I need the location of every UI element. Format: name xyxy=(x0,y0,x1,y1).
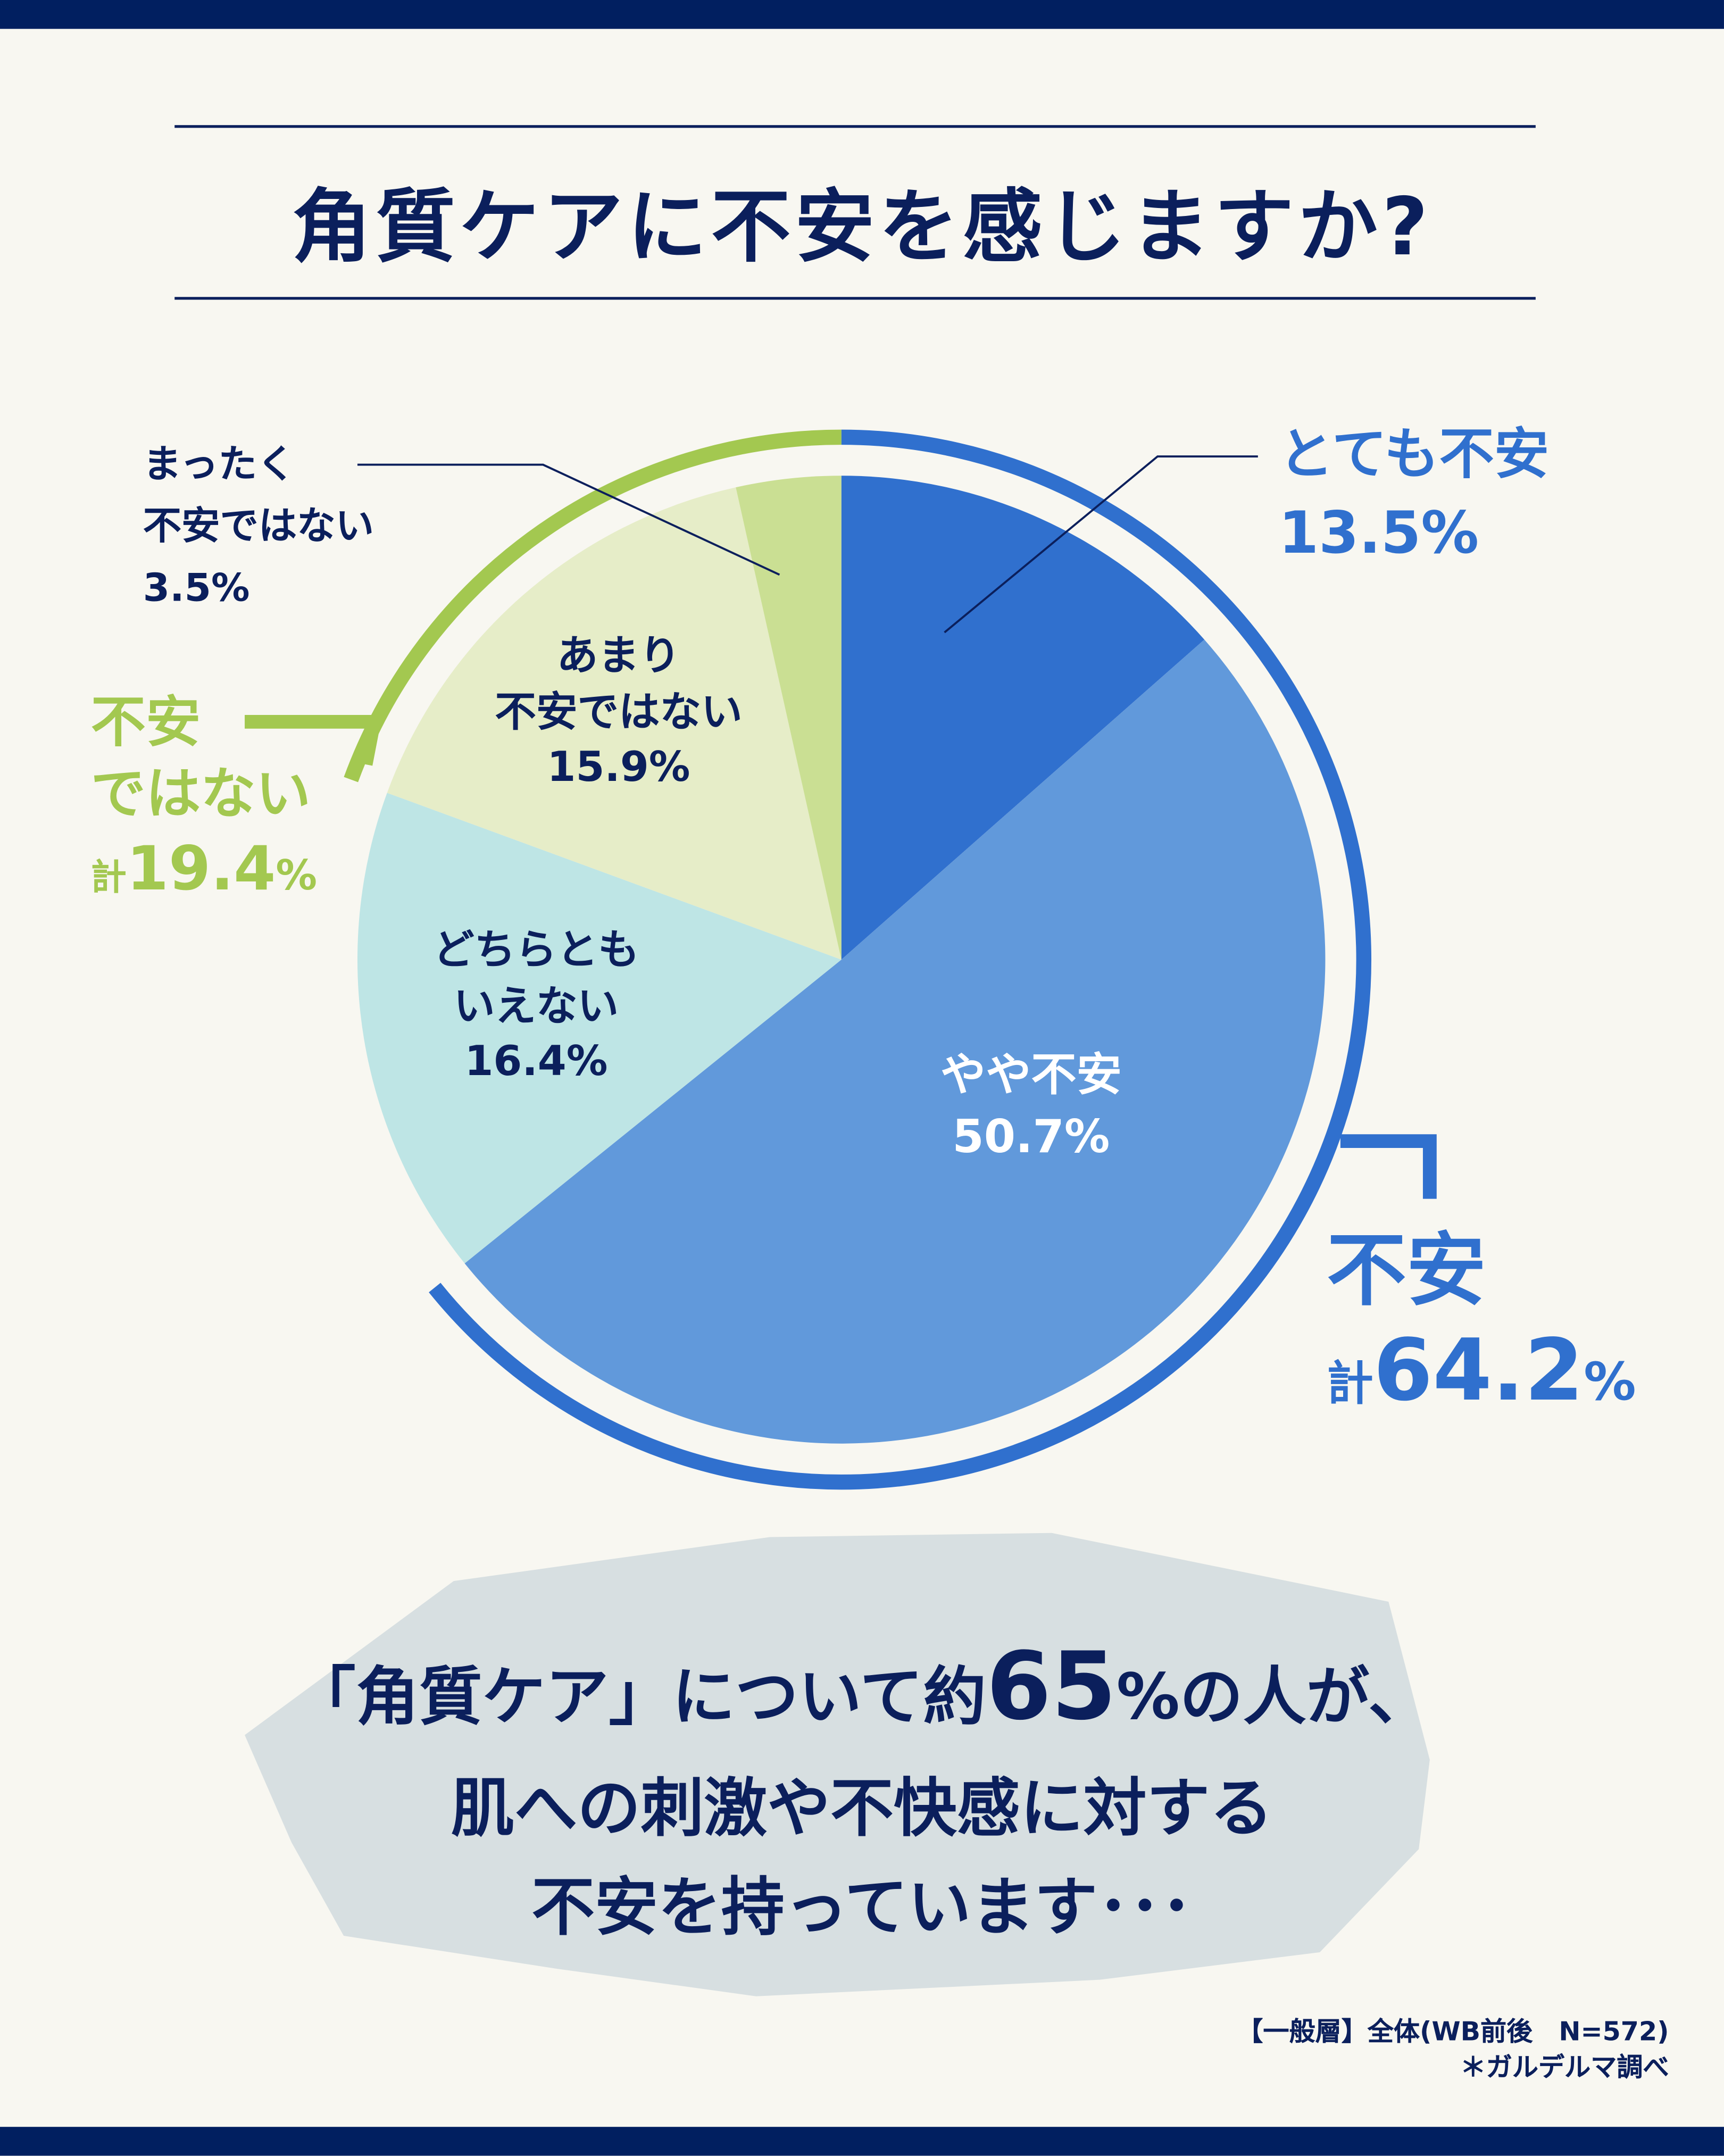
message-line-2: 肌への刺激や不快感に対する xyxy=(451,1771,1273,1846)
not-anxious-group-bracket xyxy=(245,714,382,766)
label-somewhat-anxious: やや不安 50.7% xyxy=(894,1045,1169,1167)
message-text: 「角質ケア」について約 xyxy=(292,1659,987,1734)
slice-label: どちらとも xyxy=(433,926,639,975)
slice-value: 15.9% xyxy=(547,744,690,792)
slice-label: 不安ではない xyxy=(143,503,374,548)
group-label: 不安 xyxy=(1327,1223,1486,1317)
group-total: 計19.4% xyxy=(91,830,318,909)
slice-label: やや不安 xyxy=(940,1047,1122,1102)
total-prefix: 計 xyxy=(1327,1356,1373,1412)
label-very-anxious: とても不安 13.5% xyxy=(1279,417,1550,575)
group-not-anxious: 不安 ではない 計19.4% xyxy=(91,687,318,909)
leader-line-not-at-all xyxy=(357,463,780,576)
footnote: 【一般層】全体(WB前後 N=572) ＊ガルデルマ調べ xyxy=(1237,2016,1669,2086)
pie-slice-3 xyxy=(387,487,842,960)
message-line-1: 「角質ケア」について約65%の人が、 xyxy=(0,1616,1724,1760)
footnote-source: ＊ガルデルマ調べ xyxy=(1460,2052,1669,2083)
message-text: %の人が、 xyxy=(1116,1659,1432,1734)
bottom-bar xyxy=(0,2127,1724,2156)
top-bar xyxy=(0,0,1724,29)
group-label: ではない xyxy=(90,763,311,827)
slice-value: 3.5% xyxy=(143,564,250,610)
total-prefix: 計 xyxy=(90,858,127,900)
slice-value: 50.7% xyxy=(952,1109,1110,1163)
label-not-much: あまり 不安ではない 15.9% xyxy=(454,630,784,797)
leader-line-very-anxious xyxy=(944,455,1258,634)
slice-value: 16.4% xyxy=(464,1038,608,1086)
group-value: 64.2 xyxy=(1373,1319,1584,1420)
slice-value: 13.5% xyxy=(1278,499,1479,567)
title-rule-top xyxy=(174,125,1536,128)
slice-label: あまり xyxy=(556,632,681,681)
message-highlight-number: 65 xyxy=(986,1633,1117,1742)
pie-chart xyxy=(245,429,1437,1490)
pie-slice-0 xyxy=(841,476,1205,960)
page-title: 角質ケアに不安を感じますか? xyxy=(292,180,1432,274)
not-anxious-group-arc xyxy=(344,429,842,783)
slice-label: 不安ではない xyxy=(495,688,743,736)
slice-label: いえない xyxy=(453,982,619,1031)
anxious-group-arc xyxy=(429,429,1372,1490)
group-anxious: 不安 計64.2% xyxy=(1327,1223,1636,1421)
group-unit: % xyxy=(1584,1351,1636,1412)
title-rule-bottom xyxy=(174,297,1536,300)
summary-message: 「角質ケア」について約65%の人が、 肌への刺激や不快感に対する 不安を持ってい… xyxy=(0,1616,1724,1957)
group-value: 19.4 xyxy=(126,834,276,905)
slice-label: とても不安 xyxy=(1278,423,1550,487)
group-unit: % xyxy=(276,852,318,901)
footnote-sample: 【一般層】全体(WB前後 N=572) xyxy=(1237,2017,1669,2047)
label-neither: どちらとも いえない 16.4% xyxy=(399,924,674,1091)
message-line-3: 不安を持っています･･･ xyxy=(531,1869,1193,1944)
group-total: 計64.2% xyxy=(1327,1319,1636,1421)
pie-slice-1 xyxy=(464,639,1326,1444)
pie-slice-4 xyxy=(736,476,842,960)
anxious-group-bracket xyxy=(1340,1134,1437,1199)
pie-slice-2 xyxy=(357,793,842,1264)
slice-label: まったく xyxy=(143,441,296,487)
group-label: 不安 xyxy=(90,692,201,755)
label-not-at-all: まったく 不安ではない 3.5% xyxy=(143,435,374,619)
